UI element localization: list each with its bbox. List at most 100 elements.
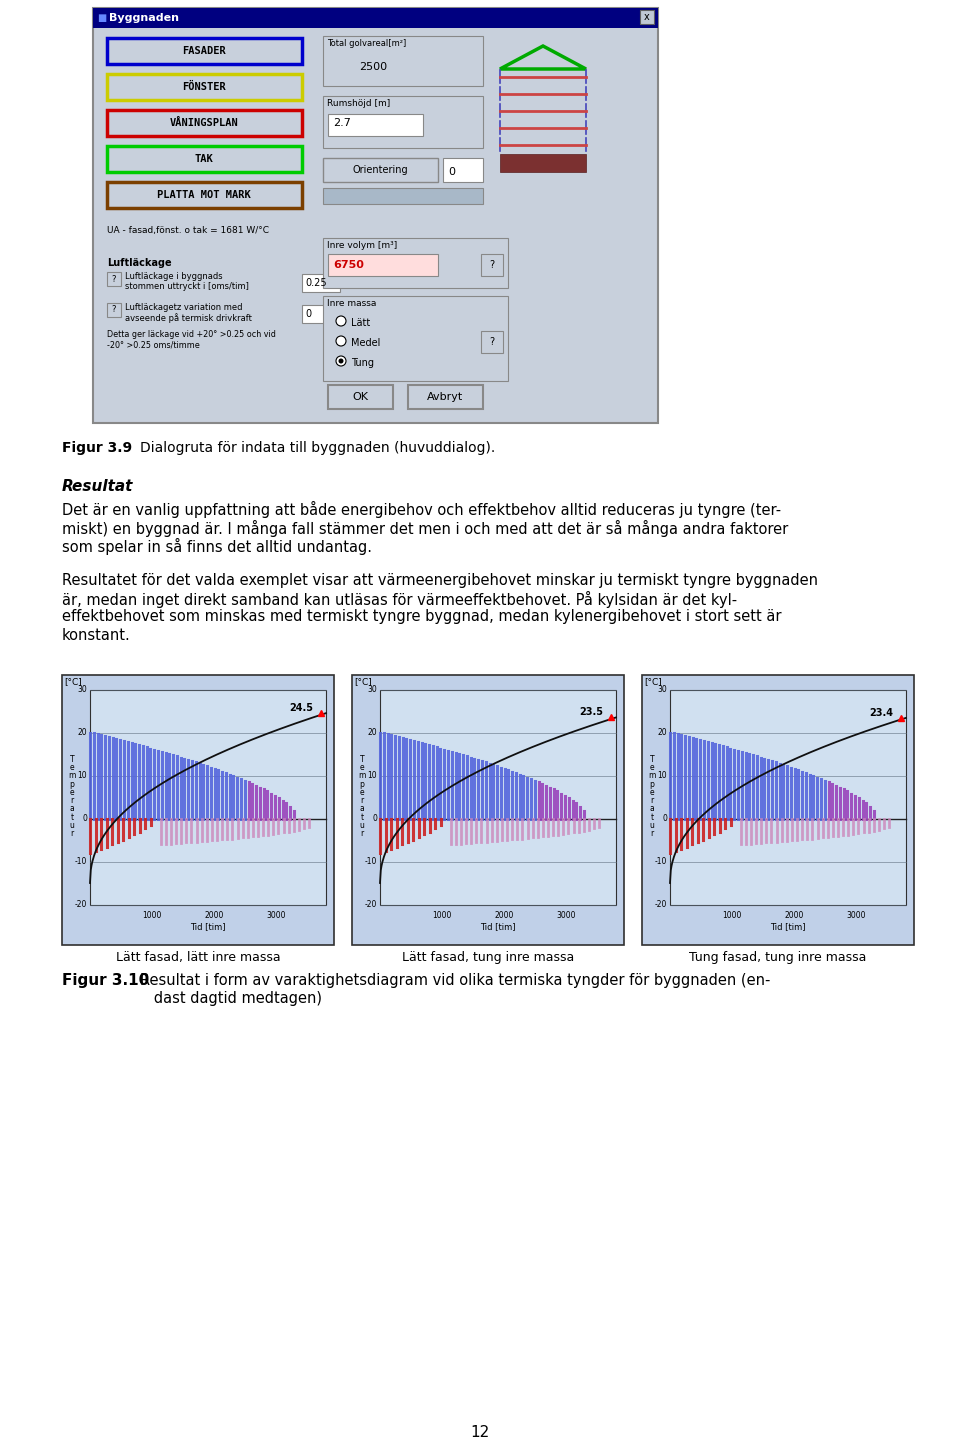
Bar <box>93 9 658 423</box>
Text: Resultat i form av varaktighetsdiagram vid olika termiska tyngder för byggnaden : Resultat i form av varaktighetsdiagram v… <box>140 972 770 987</box>
Text: 2000: 2000 <box>204 912 224 920</box>
Circle shape <box>336 355 346 366</box>
Circle shape <box>336 316 346 327</box>
Text: 3000: 3000 <box>847 912 866 920</box>
Text: FÖNSTER: FÖNSTER <box>182 82 226 92</box>
Bar <box>323 296 508 381</box>
Text: 20: 20 <box>368 728 377 737</box>
Bar <box>302 305 340 324</box>
Bar <box>107 38 302 64</box>
Bar <box>323 158 438 182</box>
Text: ■: ■ <box>97 13 107 23</box>
Text: Inre volym [m³]: Inre volym [m³] <box>327 241 397 250</box>
Text: -10: -10 <box>365 857 377 866</box>
Text: 1000: 1000 <box>142 912 162 920</box>
Text: T
e
m
p
e
r
a
t
u
r: T e m p e r a t u r <box>68 754 76 838</box>
Text: 30: 30 <box>368 685 377 694</box>
Text: Resultat: Resultat <box>62 478 133 494</box>
Text: Lätt fasad, lätt inre massa: Lätt fasad, lätt inre massa <box>116 951 280 964</box>
Text: 0.25: 0.25 <box>305 277 326 288</box>
Text: 2000: 2000 <box>494 912 514 920</box>
Bar <box>500 155 586 172</box>
Text: Medel: Medel <box>351 338 380 348</box>
Text: Tid [tim]: Tid [tim] <box>480 922 516 932</box>
Bar <box>642 675 914 945</box>
Text: Detta ger läckage vid +20° >0.25 och vid: Detta ger läckage vid +20° >0.25 och vid <box>107 329 276 340</box>
Circle shape <box>339 358 344 364</box>
Text: 0: 0 <box>448 168 455 176</box>
Text: Dialogruta för indata till byggnaden (huvuddialog).: Dialogruta för indata till byggnaden (hu… <box>140 441 495 455</box>
Text: 6750: 6750 <box>333 260 364 270</box>
Bar <box>670 689 906 905</box>
Text: -10: -10 <box>655 857 667 866</box>
Text: ?: ? <box>490 260 494 270</box>
Text: konstant.: konstant. <box>62 629 131 643</box>
Text: FASADER: FASADER <box>182 46 226 56</box>
Text: TAK: TAK <box>195 155 213 163</box>
Text: dast dagtid medtagen): dast dagtid medtagen) <box>140 990 322 1006</box>
Text: ?: ? <box>111 275 116 283</box>
Text: miskt) en byggnad är. I många fall stämmer det men i och med att det är så många: miskt) en byggnad är. I många fall stämm… <box>62 520 788 536</box>
Bar <box>62 675 334 945</box>
Bar <box>323 95 483 147</box>
Text: effektbehovet som minskas med termiskt tyngre byggnad, medan kylenergibehovet i : effektbehovet som minskas med termiskt t… <box>62 610 781 624</box>
Text: Det är en vanlig uppfattning att både energibehov och effektbehov alltid reducer: Det är en vanlig uppfattning att både en… <box>62 501 781 517</box>
Text: 10: 10 <box>368 772 377 780</box>
Bar <box>90 689 326 905</box>
Text: 3000: 3000 <box>557 912 576 920</box>
Bar <box>107 74 302 100</box>
Bar <box>481 331 503 353</box>
Text: [°C]: [°C] <box>64 678 82 686</box>
Text: Luftläckagetz variation med: Luftläckagetz variation med <box>125 303 243 312</box>
Text: 0: 0 <box>83 814 87 824</box>
Text: ?: ? <box>111 305 116 315</box>
Text: -20° >0.25 oms/timme: -20° >0.25 oms/timme <box>107 340 200 350</box>
Text: Total golvareal[m²]: Total golvareal[m²] <box>327 39 406 48</box>
Bar <box>328 114 423 136</box>
Bar <box>408 384 483 409</box>
Text: -20: -20 <box>365 900 377 909</box>
Bar <box>93 9 658 27</box>
Text: T
e
m
p
e
r
a
t
u
r: T e m p e r a t u r <box>358 754 366 838</box>
Text: UA - fasad,fönst. o tak = 1681 W/°C: UA - fasad,fönst. o tak = 1681 W/°C <box>107 225 269 236</box>
Circle shape <box>336 337 346 345</box>
Bar <box>107 303 121 316</box>
Text: Orientering: Orientering <box>352 165 408 175</box>
Bar <box>352 675 624 945</box>
Text: Resultatet för det valda exemplet visar att värmeenergibehovet minskar ju termis: Resultatet för det valda exemplet visar … <box>62 572 818 588</box>
Text: 0: 0 <box>372 814 377 824</box>
Text: [°C]: [°C] <box>354 678 372 686</box>
Bar <box>328 384 393 409</box>
Bar <box>380 689 616 905</box>
Text: 20: 20 <box>78 728 87 737</box>
Bar <box>323 238 508 288</box>
Text: x: x <box>644 12 650 22</box>
Text: Rumshöjd [m]: Rumshöjd [m] <box>327 100 391 108</box>
Text: -20: -20 <box>75 900 87 909</box>
Text: -10: -10 <box>75 857 87 866</box>
Text: som spelar in så finns det alltid undantag.: som spelar in så finns det alltid undant… <box>62 538 372 555</box>
Text: 24.5: 24.5 <box>289 704 313 714</box>
Text: T
e
m
p
e
r
a
t
u
r: T e m p e r a t u r <box>648 754 656 838</box>
Text: Tung: Tung <box>351 358 374 368</box>
Text: OK: OK <box>352 392 368 402</box>
Text: Luftläckage: Luftläckage <box>107 259 172 267</box>
Text: 2000: 2000 <box>784 912 804 920</box>
Bar <box>107 272 121 286</box>
Text: avseende på termisk drivkraft: avseende på termisk drivkraft <box>125 314 252 322</box>
Text: 30: 30 <box>77 685 87 694</box>
Text: ?: ? <box>490 337 494 347</box>
Bar <box>481 254 503 276</box>
Bar <box>328 254 438 276</box>
Text: Inre massa: Inre massa <box>327 299 376 308</box>
Bar <box>302 275 340 292</box>
Text: 30: 30 <box>658 685 667 694</box>
Bar <box>107 182 302 208</box>
Bar <box>323 188 483 204</box>
Bar <box>107 110 302 136</box>
Text: 3000: 3000 <box>267 912 286 920</box>
Text: Lätt: Lätt <box>351 318 371 328</box>
Text: Tid [tim]: Tid [tim] <box>190 922 226 932</box>
Text: -20: -20 <box>655 900 667 909</box>
Text: 23.4: 23.4 <box>869 708 893 718</box>
